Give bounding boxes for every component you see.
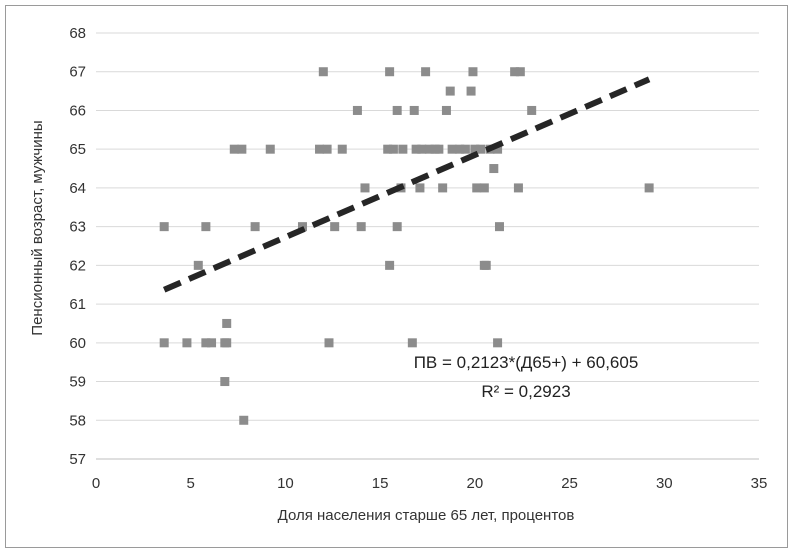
data-point [392,222,402,232]
data-point [468,67,478,77]
data-point [159,222,169,232]
data-point [441,105,451,115]
y-tick-labels: 57 58 59 60 61 62 63 64 65 66 67 68 [69,25,86,468]
data-point [481,260,491,270]
trendline [162,76,651,293]
x-tick-label: 25 [561,475,578,492]
regression-equation: ПВ = 0,2123*(Д65+) + 60,605 [414,353,639,372]
chart-frame: 57 58 59 60 61 62 63 64 65 66 67 68 0 5 10 15 20 25 30 35 … [5,5,788,548]
data-point [360,183,370,193]
y-tick-label: 67 [69,64,86,81]
data-point [447,144,457,154]
data-point [330,222,340,232]
data-point [265,144,275,154]
data-point [207,338,217,348]
data-point [201,338,211,348]
data-point [201,222,211,232]
data-point [489,164,499,174]
data-point [494,222,504,232]
y-tick-label: 60 [69,335,86,352]
data-point [385,260,395,270]
data-point [352,105,362,115]
data-point [398,144,408,154]
data-point [182,338,192,348]
data-point [644,183,654,193]
data-point [438,183,448,193]
data-point [424,144,434,154]
data-point [407,338,417,348]
data-point [515,67,525,77]
data-point [417,144,427,154]
y-tick-label: 65 [69,141,86,158]
y-tick-label: 64 [69,180,86,197]
y-tick-label: 61 [69,296,86,313]
data-point [229,144,239,154]
data-point [388,144,398,154]
x-tick-label: 10 [277,475,294,492]
y-tick-label: 68 [69,25,86,42]
x-tick-label: 30 [656,475,673,492]
data-point [527,105,537,115]
data-point [472,183,482,193]
data-point [222,318,232,328]
x-tick-label: 0 [92,475,100,492]
data-point [337,144,347,154]
data-point [237,144,247,154]
data-point [415,183,425,193]
y-tick-label: 62 [69,257,86,274]
data-point [434,144,444,154]
data-point [318,67,328,77]
y-tick-label: 57 [69,451,86,468]
data-point [510,67,520,77]
data-point [411,144,421,154]
x-tick-label: 5 [187,475,195,492]
y-tick-label: 66 [69,102,86,119]
x-tick-label: 20 [467,475,484,492]
data-point [250,222,260,232]
data-point [445,86,455,96]
data-point [513,183,523,193]
data-point [383,144,393,154]
data-point [220,377,230,387]
r-squared-label: R² = 0,2923 [481,382,570,401]
data-point [356,222,366,232]
data-point [322,144,332,154]
data-point [239,415,249,425]
data-point [315,144,325,154]
data-point [493,144,503,154]
data-point [479,183,489,193]
data-point [470,144,480,154]
data-point [409,105,419,115]
x-axis-title: Доля населения старше 65 лет, процентов [278,507,575,524]
data-point [466,86,476,96]
data-point [159,338,169,348]
data-point [476,144,486,154]
y-tick-label: 63 [69,219,86,236]
data-point [193,260,203,270]
data-point [460,144,470,154]
data-point [222,338,232,348]
y-tick-label: 58 [69,412,86,429]
y-tick-label: 59 [69,374,86,391]
data-point [455,144,465,154]
data-point [421,67,431,77]
x-tick-label: 15 [372,475,389,492]
x-tick-labels: 0 5 10 15 20 25 30 35 [92,475,768,492]
y-axis-title: Пенсионный возраст, мужчины [29,120,46,335]
x-tick-label: 35 [751,475,768,492]
data-point [392,105,402,115]
data-point [324,338,334,348]
data-point [385,67,395,77]
data-point [493,338,503,348]
